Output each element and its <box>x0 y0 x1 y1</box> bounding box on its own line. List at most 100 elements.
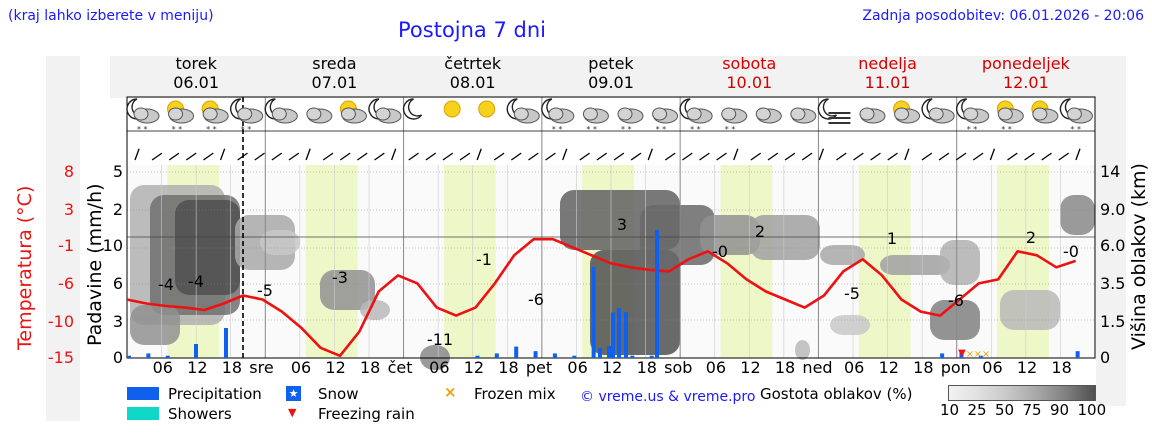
temperature-value-label: -5 <box>257 281 273 300</box>
wind-barb <box>408 152 419 161</box>
cloud-density-area <box>130 305 180 345</box>
cloud-icon <box>790 107 817 124</box>
svg-text:* *: * * <box>690 125 701 134</box>
sun-cloud-icon <box>893 100 921 124</box>
moon-cloud-icon <box>506 98 540 124</box>
wind-barb <box>374 152 385 161</box>
hour-tick-label: 18 <box>498 358 519 377</box>
hour-tick-label: 06 <box>567 358 588 377</box>
precip-bar <box>959 351 964 358</box>
temperature-value-label: -6 <box>948 291 964 310</box>
cloud-density-area <box>1060 195 1095 235</box>
precip-bar <box>127 355 131 358</box>
svg-text:* *: * * <box>206 125 217 134</box>
precip-bar <box>598 348 602 358</box>
density-tick-label: 100 <box>1077 401 1107 419</box>
wind-barb <box>528 152 539 161</box>
legend-showers-swatch <box>127 407 159 420</box>
temperature-value-label: -5 <box>844 284 860 303</box>
wind-barb <box>459 152 471 161</box>
daylight-band <box>720 165 773 358</box>
wind-barb <box>339 152 351 161</box>
cloud-density-area <box>830 315 870 335</box>
location-hint: (kraj lahko izberete v meniju) <box>8 8 214 24</box>
svg-text:* *: * * <box>621 125 632 134</box>
wind-barb <box>203 152 214 161</box>
cloud-density-area <box>880 255 950 275</box>
precip-bar <box>611 312 615 358</box>
day-tick-label: sre <box>249 358 274 377</box>
precip-type-marker: × <box>974 349 982 360</box>
svg-text:* *: * * <box>172 125 183 134</box>
wind-barb <box>134 148 140 161</box>
axis-tick-label: -10 <box>47 312 74 331</box>
axis-tick-label: 6 <box>112 274 123 293</box>
precip-bar <box>224 328 228 358</box>
cloud-height-axis-label: Višina oblakov (km) <box>1128 163 1150 350</box>
day-name: četrtek <box>444 54 502 73</box>
wind-barb <box>357 152 368 161</box>
cloud-density-area <box>175 200 240 295</box>
precip-bar <box>649 355 654 358</box>
day-date: 09.01 <box>588 73 634 92</box>
svg-text:* *: * * <box>241 125 252 134</box>
density-tick-label: 50 <box>995 401 1015 419</box>
day-tick-label: čet <box>387 358 413 377</box>
svg-text:* *: * * <box>1001 125 1012 134</box>
hour-tick-label: 06 <box>844 358 865 377</box>
day-name: petek <box>588 54 634 73</box>
cloud-density-area <box>820 245 865 265</box>
temperature-value-label: 3 <box>617 215 627 234</box>
wind-barb <box>784 152 796 161</box>
wind-barb <box>647 148 653 161</box>
temperature-value-label: -4 <box>188 272 204 291</box>
precip-type-marker: ▼ <box>958 348 966 359</box>
density-tick-label: 10 <box>940 401 960 419</box>
cloud-density-area <box>940 240 980 285</box>
wind-barb <box>390 148 397 161</box>
wind-barb <box>613 152 625 161</box>
moon-fog-icon <box>817 98 851 124</box>
precip-bar <box>978 355 983 358</box>
axis-tick-label: -6 <box>58 274 74 293</box>
day-label: petek 09.01 <box>551 54 671 92</box>
precip-type-marker: × <box>982 349 990 360</box>
temperature-axis-label: Temperatura (°C) <box>14 185 36 350</box>
axis-tick-label: 0 <box>1100 348 1111 367</box>
cloud-density-title: Gostota oblakov (%) <box>760 385 913 403</box>
hour-tick-label: 12 <box>740 358 761 377</box>
sun-icon <box>443 100 461 118</box>
wind-barb <box>288 152 300 161</box>
svg-text:* *: * * <box>967 125 978 134</box>
svg-text:* *: * * <box>137 125 148 134</box>
precip-bar <box>146 353 151 358</box>
axis-tick-label: 6.0 <box>1100 236 1126 255</box>
freezing-rain-icon: ▼ <box>288 406 297 419</box>
wind-barb <box>510 152 522 161</box>
day-date: 07.01 <box>311 73 358 92</box>
density-tick-label: 90 <box>1050 401 1070 419</box>
wind-barb <box>1007 152 1018 161</box>
axis-tick-label: 2 <box>112 200 123 219</box>
day-date: 11.01 <box>864 73 911 92</box>
legend-frozen-mix-label: Frozen mix <box>474 385 556 403</box>
hour-tick-label: 06 <box>982 358 1003 377</box>
temperature-value-label: -11 <box>427 330 453 349</box>
legend-precip-label: Precipitation <box>168 385 262 403</box>
wind-barb <box>305 148 311 161</box>
wind-barb <box>442 152 454 161</box>
temperature-value-label: -3 <box>332 268 348 287</box>
wind-barb <box>716 152 727 161</box>
precip-bar <box>940 353 945 358</box>
wind-barb <box>699 152 710 161</box>
copyright-link[interactable]: © vreme.us & vreme.pro <box>580 389 756 405</box>
day-label: sreda 07.01 <box>274 54 394 92</box>
hour-tick-label: 18 <box>636 358 657 377</box>
hour-tick-label: 12 <box>878 358 899 377</box>
day-tick-label: pon <box>940 358 971 377</box>
snow-icon: ★ <box>286 386 301 401</box>
day-name: sreda <box>312 54 357 73</box>
axis-tick-label: -15 <box>47 348 74 367</box>
temperature-value-label: -1 <box>476 250 492 269</box>
temperature-value-label: -0 <box>712 242 728 261</box>
